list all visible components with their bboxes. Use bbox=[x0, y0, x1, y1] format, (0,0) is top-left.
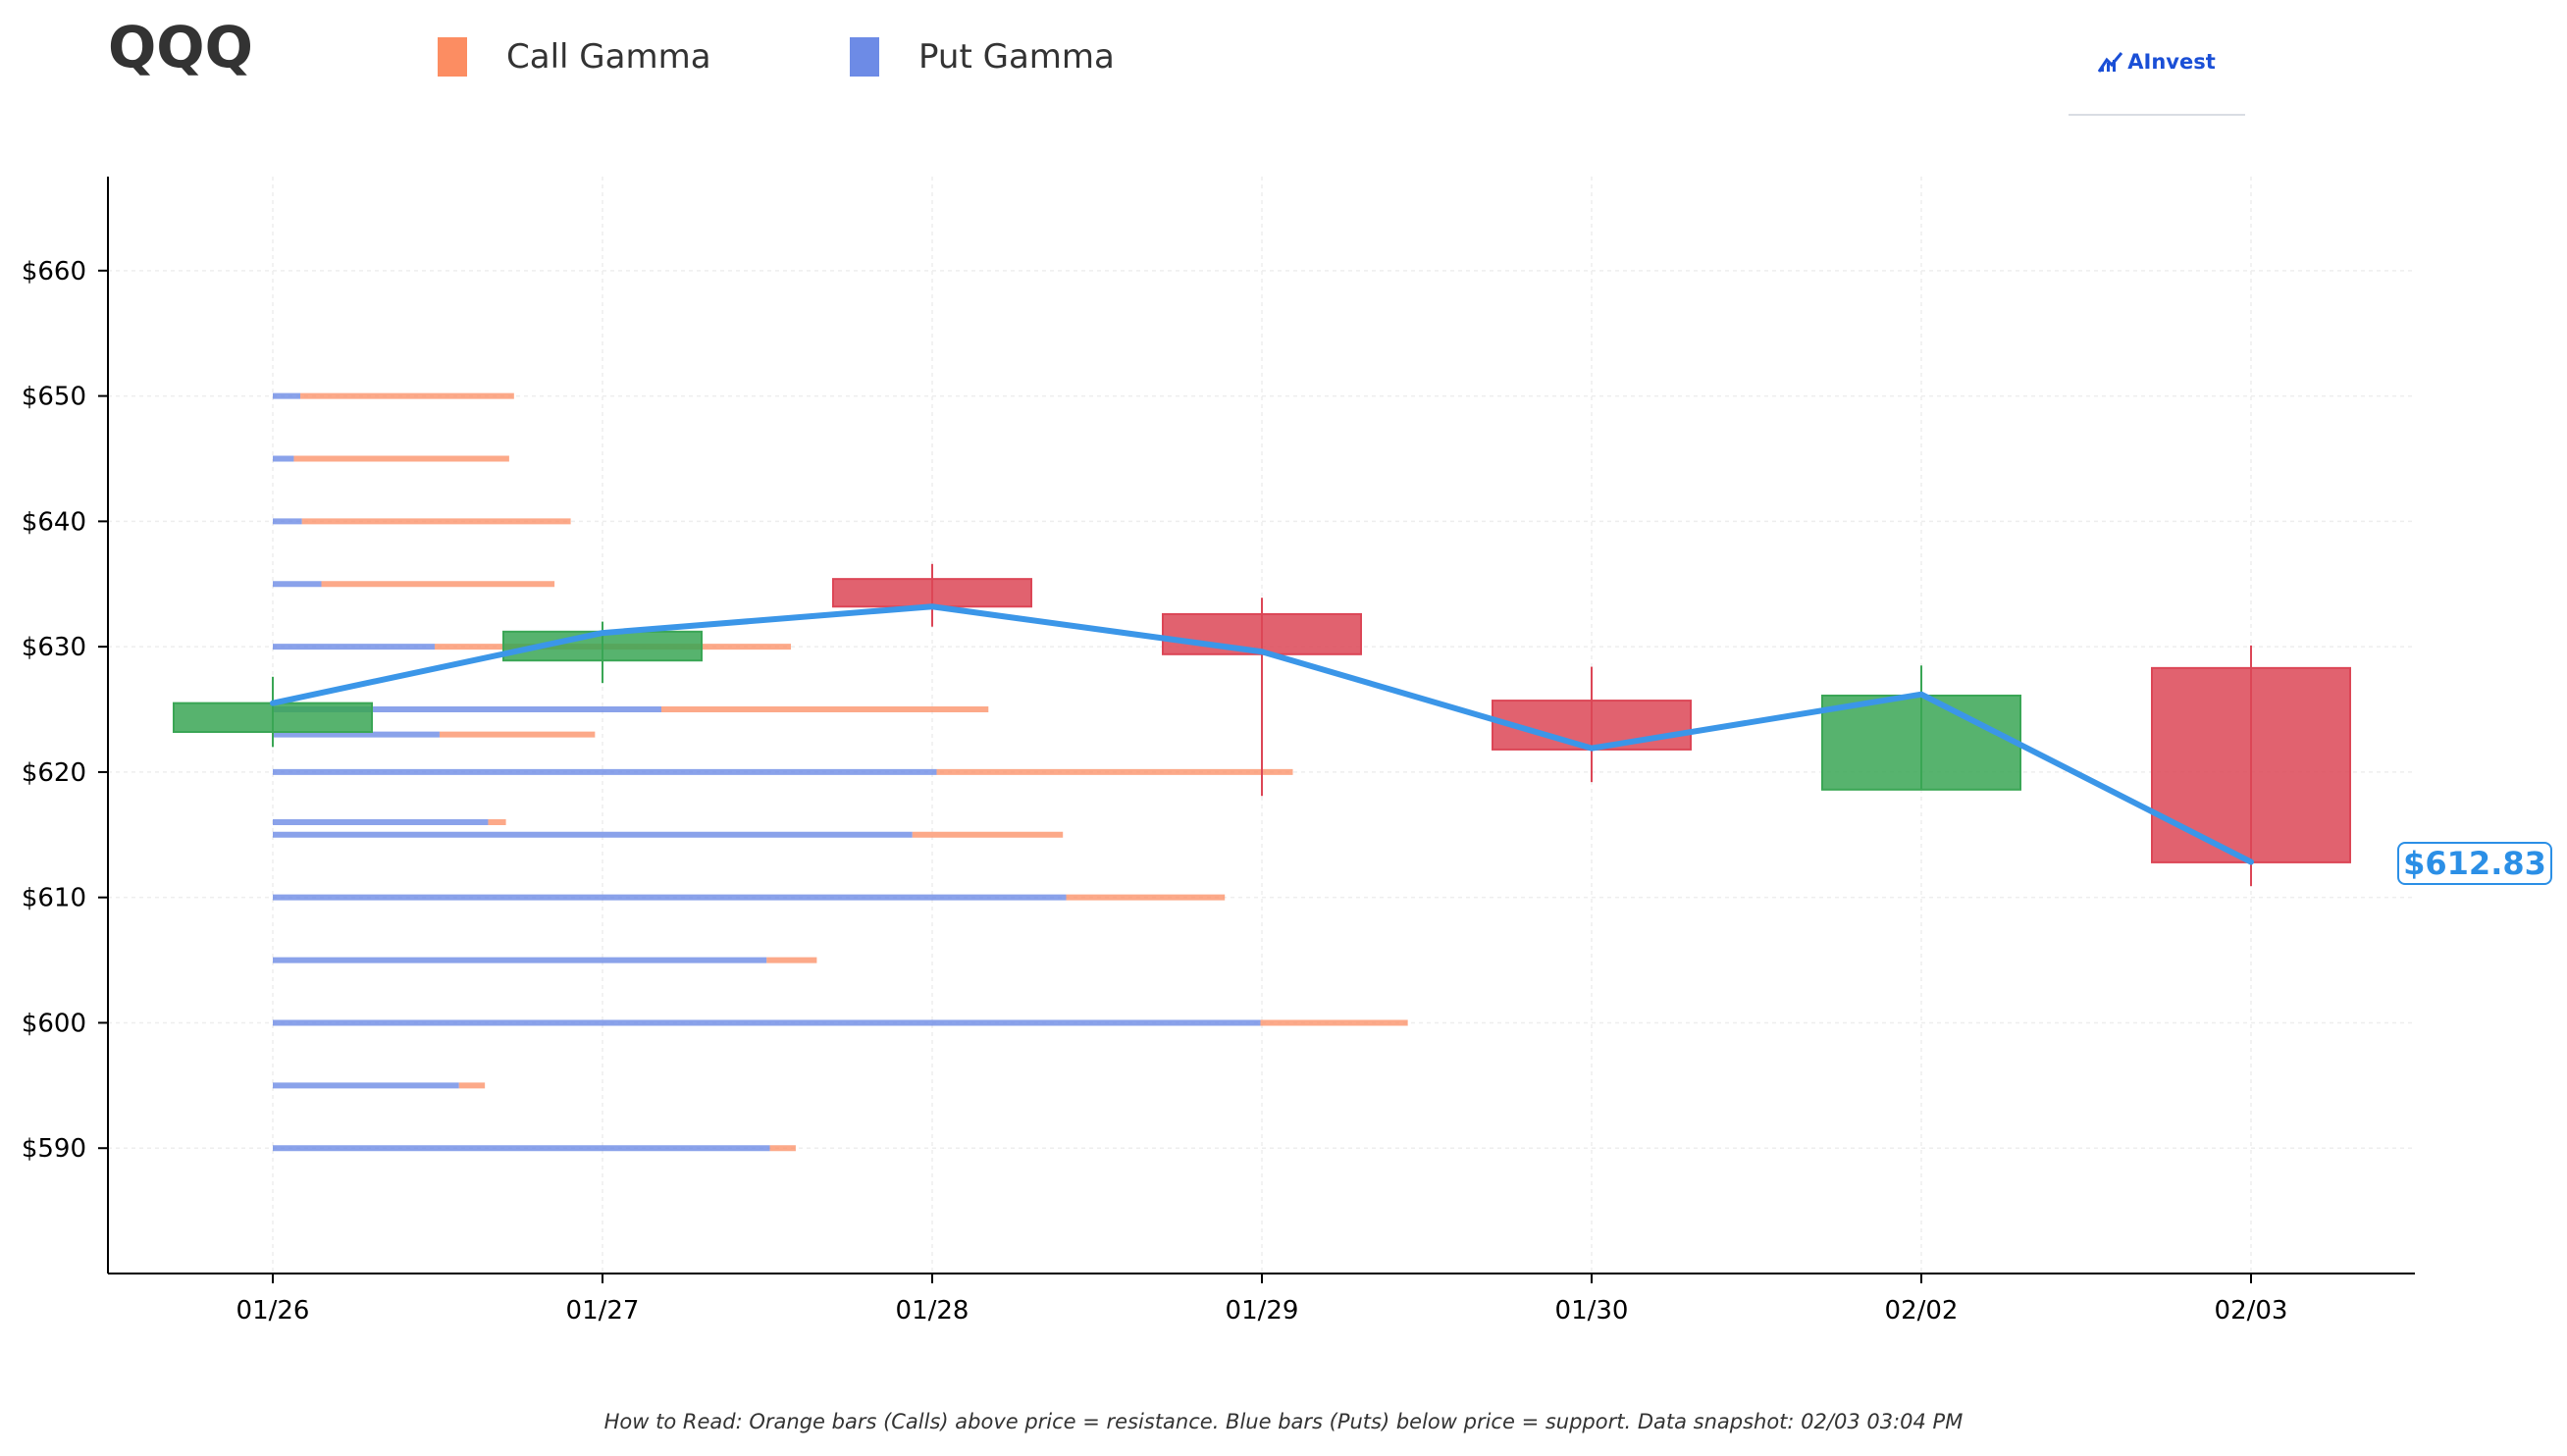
x-tick-label: 01/28 bbox=[896, 1296, 969, 1326]
x-tick-label: 01/30 bbox=[1555, 1296, 1629, 1326]
x-tick-label: 02/02 bbox=[1885, 1296, 1959, 1326]
y-tick-label: $640 bbox=[22, 507, 86, 537]
y-tick-label: $620 bbox=[22, 758, 86, 788]
candle-body bbox=[1492, 700, 1692, 751]
legend-call-swatch bbox=[438, 37, 467, 77]
price-line bbox=[270, 603, 2254, 865]
grid-lines bbox=[108, 177, 2415, 1274]
candles bbox=[173, 563, 2351, 887]
legend-call-label: Call Gamma bbox=[506, 37, 711, 77]
ainvest-logo: AInvest bbox=[2069, 51, 2245, 116]
y-tick-label: $590 bbox=[22, 1134, 86, 1164]
y-tick-label: $660 bbox=[22, 257, 86, 286]
x-ticks: 01/26 01/27 01/28 01/29 01/30 02/02 02/03 bbox=[236, 1274, 2288, 1326]
candle-body bbox=[1821, 694, 2021, 791]
y-tick-label: $650 bbox=[22, 383, 86, 412]
x-tick-label: 01/27 bbox=[566, 1296, 640, 1326]
y-ticks: $590 $600 $610 $620 $630 $640 $650 $660 bbox=[22, 257, 108, 1164]
candle-body bbox=[1162, 612, 1362, 655]
y-tick-label: $600 bbox=[22, 1009, 86, 1038]
last-price-tag: $612.83 bbox=[2397, 842, 2552, 885]
logo-text: AInvest bbox=[2127, 50, 2216, 74]
y-tick-label: $630 bbox=[22, 633, 86, 662]
x-tick-label: 01/29 bbox=[1226, 1296, 1299, 1326]
candle-body bbox=[173, 702, 373, 734]
y-tick-label: $610 bbox=[22, 884, 86, 913]
legend-put-label: Put Gamma bbox=[918, 37, 1115, 77]
how-to-read-note: How to Read: Orange bars (Calls) above p… bbox=[603, 1410, 1964, 1433]
ticker-title: QQQ bbox=[108, 14, 253, 80]
legend-put-swatch bbox=[850, 37, 879, 77]
candle-body bbox=[2151, 666, 2351, 863]
x-tick-label: 01/26 bbox=[236, 1296, 310, 1326]
x-tick-label: 02/03 bbox=[2215, 1296, 2288, 1326]
legend-put: Put Gamma bbox=[850, 37, 1115, 77]
logo-chart-icon bbox=[2098, 52, 2123, 73]
candle-body bbox=[832, 578, 1032, 608]
legend-call: Call Gamma bbox=[438, 37, 711, 77]
gamma-bars bbox=[273, 392, 1408, 1152]
